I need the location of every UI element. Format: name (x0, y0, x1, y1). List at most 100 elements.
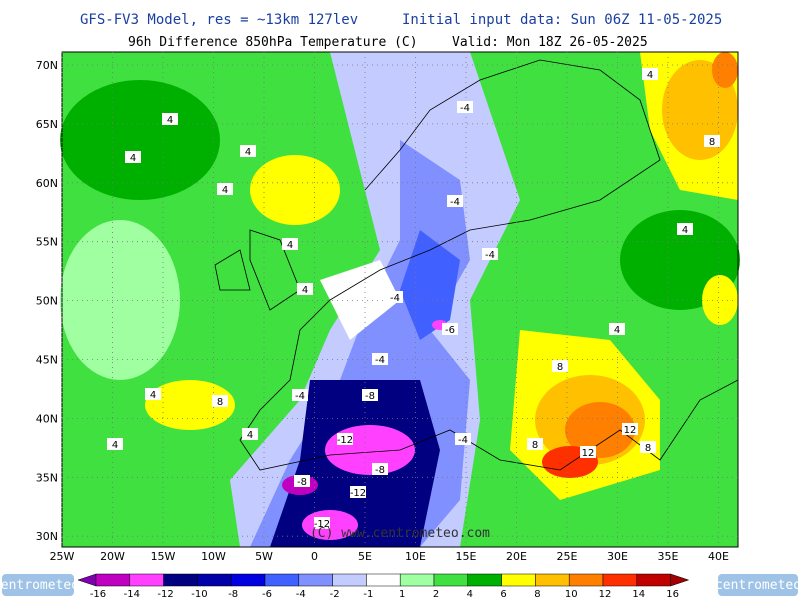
colorbar-bin (129, 573, 164, 587)
contour-label-box (704, 135, 720, 147)
contour-label-box (314, 517, 330, 529)
contour-label: -4 (458, 435, 468, 446)
colorbar-bin (568, 573, 604, 587)
contour-label: -4 (295, 391, 305, 402)
contour-label: 8 (557, 362, 563, 373)
contour-label-box (527, 438, 543, 450)
lon-label: 5W (255, 550, 273, 563)
lon-label: 40E (708, 550, 729, 563)
contour-label: 4 (112, 440, 118, 451)
colorbar-label: 16 (666, 589, 679, 600)
contour-labels: 4 4 4 4 4 4 4 -4 -4 -4 -4 -4 -4 -6 -8 -8 -12 -12 -12 -8 4 4 8 8… (107, 68, 720, 530)
watermark: (C) www.centrometeo.com (310, 526, 490, 541)
contour-label-box (282, 238, 298, 250)
logo-left: centrometeo (0, 578, 79, 593)
contour-label-box (125, 151, 141, 163)
valid-date: Valid: Mon 18Z 26-05-2025 (452, 35, 648, 50)
contour-label: -8 (375, 465, 385, 476)
contour-label-box (580, 446, 596, 458)
lat-label: 55N (36, 236, 58, 249)
contour-label-box (362, 389, 378, 401)
contour-label-box (145, 388, 161, 400)
contour-label-box (372, 353, 388, 365)
init-date: Initial input data: Sun 06Z 11-05-2025 (402, 12, 722, 28)
colorbar-label: -2 (330, 589, 340, 600)
contour-label: 4 (647, 70, 653, 81)
colorbar-label: -8 (228, 589, 238, 600)
lon-label: 20E (506, 550, 527, 563)
contour-label-box (447, 195, 463, 207)
lon-label: 25E (557, 550, 578, 563)
colorbar-label: 6 (500, 589, 506, 600)
colorbar-label: 10 (565, 589, 578, 600)
contour-label-box (294, 475, 310, 487)
lon-label: 0 (311, 550, 318, 563)
colorbar-label: 4 (467, 589, 473, 600)
contour-label-box (642, 68, 658, 80)
lat-label: 30N (36, 530, 58, 543)
contour-label-box (350, 486, 366, 498)
contour-label-box (217, 183, 233, 195)
lat-label: 60N (36, 177, 58, 190)
contour-label: -12 (314, 519, 330, 530)
colorbar: -16 -14 -12 -10 -8 -6 -4 -2 -1 1 2 4 6 8 10 12 14 16 (77, 573, 690, 600)
contour-label: 8 (645, 443, 651, 454)
contour-label: -4 (375, 355, 385, 366)
contour-label-box (387, 291, 403, 303)
colorbar-bin (636, 573, 671, 587)
colorbar-label: -1 (363, 589, 373, 600)
colorbar-bin (399, 573, 435, 587)
contour-label: 8 (532, 440, 538, 451)
contour-label: 4 (614, 325, 620, 336)
contour-label-box (622, 423, 638, 435)
lat-label: 35N (36, 471, 58, 484)
colorbar-arrow (77, 573, 97, 587)
contour-label: 4 (150, 390, 156, 401)
colorbar-bin (535, 573, 570, 587)
colorbar-label: -14 (124, 589, 140, 600)
colorbar-bin (264, 573, 300, 587)
colorbar-label: 12 (599, 589, 612, 600)
lon-label: 10E (405, 550, 426, 563)
contour-label-box (212, 395, 228, 407)
lat-label: 50N (36, 295, 58, 308)
contour-label-box (677, 223, 693, 235)
logo-box (2, 574, 74, 596)
contour-label: 12 (582, 448, 595, 459)
contour-label: 8 (709, 137, 715, 148)
contour-label-box (442, 323, 458, 335)
contour-label: -6 (445, 325, 455, 336)
graticule: 70N 65N 60N 55N 50N 45N 40N 35N 30N 25W 20W 15W 10W 5… (36, 52, 738, 563)
lon-label: 5E (358, 550, 372, 563)
lon-label: 10W (201, 550, 226, 563)
contour-label-box (372, 463, 388, 475)
colorbar-bin (433, 573, 469, 587)
colorbar-label: -4 (296, 589, 306, 600)
colorbar-label: -6 (262, 589, 272, 600)
colorbar-bin (197, 573, 232, 587)
colorbar-bin (602, 573, 638, 587)
contour-label-box (162, 113, 178, 125)
colorbar-bin (95, 573, 131, 587)
contour-label: 4 (247, 430, 253, 441)
model-title: GFS-FV3 Model, res = ~13km 127lev (80, 12, 358, 28)
colorbar-bin (332, 573, 367, 587)
contour-label-box (337, 433, 353, 445)
colorbar-label: 14 (632, 589, 645, 600)
contour-label: 4 (287, 240, 293, 251)
logo-right: centrometeo (715, 578, 800, 593)
logo-box (718, 574, 798, 596)
contour-label: -12 (350, 488, 366, 499)
contour-label-box (240, 145, 256, 157)
colorbar-label: -12 (157, 589, 173, 600)
contour-label-box (609, 323, 625, 335)
lat-label: 45N (36, 354, 58, 367)
map-field (60, 51, 740, 548)
colorbar-bin (501, 573, 536, 587)
contour-label-box (242, 428, 258, 440)
contour-label: -4 (485, 250, 495, 261)
contour-label: -8 (365, 391, 375, 402)
lon-label: 30E (607, 550, 628, 563)
